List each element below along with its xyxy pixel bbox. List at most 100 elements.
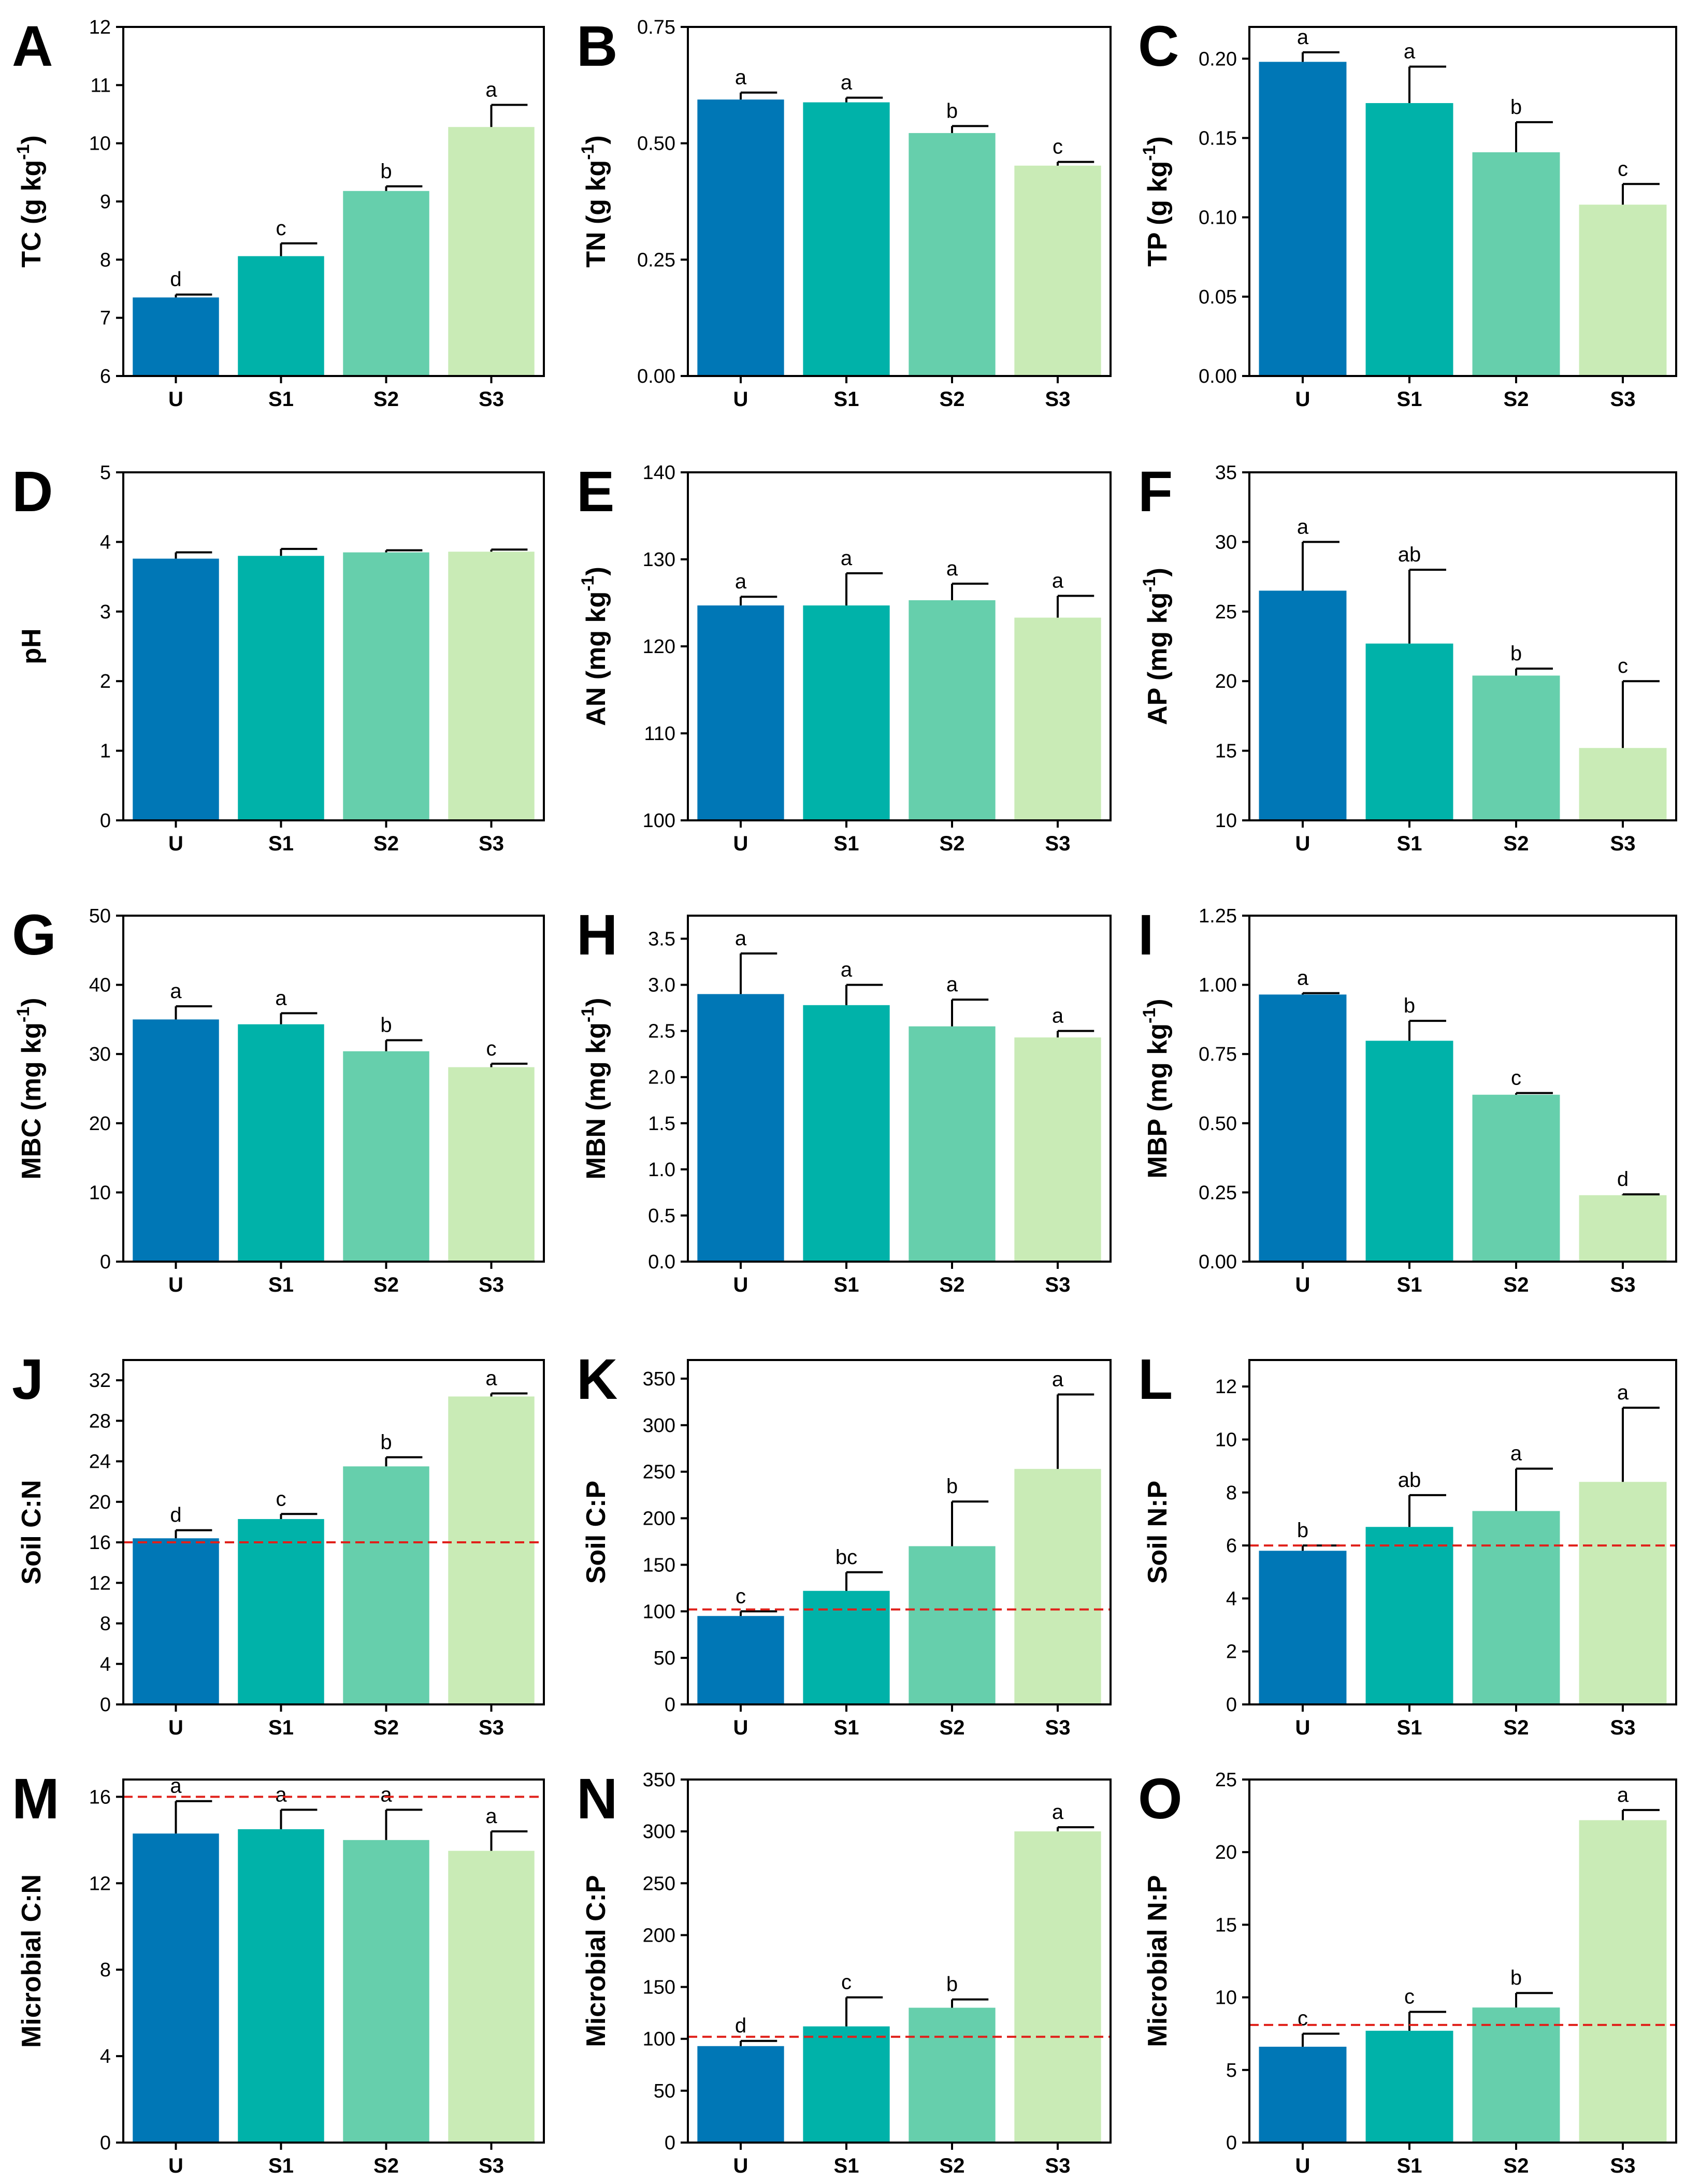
y-tick-label-F-0: 10 bbox=[1215, 810, 1237, 832]
y-tick-label-G-5: 50 bbox=[89, 905, 111, 927]
x-tick-label-B-U: U bbox=[733, 388, 748, 411]
panel-O: c Uc S1 b S2 a S3 0 5 10 15 20 25 Microbial N:P O bbox=[1138, 1767, 1677, 2177]
panel-L: b Uab S1 a S2 a S3 0 2 4 6 8 10 12 Soil N:P L bbox=[1138, 1348, 1677, 1739]
x-tick-label-C-S2: S2 bbox=[1504, 388, 1529, 411]
y-tick-label-J-8: 32 bbox=[89, 1370, 111, 1392]
x-tick-label-M-U: U bbox=[168, 2154, 183, 2177]
y-tick-label-G-4: 40 bbox=[89, 975, 111, 996]
error-bar-A-S3 bbox=[490, 104, 528, 127]
bar-A-S3 bbox=[448, 127, 535, 377]
error-bar-N-S3 bbox=[1057, 1826, 1094, 1832]
error-bar-L-S2 bbox=[1515, 1467, 1553, 1511]
bar-M-U bbox=[133, 1833, 219, 2143]
error-bar-K-S3 bbox=[1057, 1393, 1094, 1469]
bar-C-S1 bbox=[1365, 103, 1453, 376]
x-tick-label-J-U: U bbox=[168, 1716, 183, 1739]
y-tick-label-F-5: 35 bbox=[1215, 462, 1237, 484]
bar-I-S2 bbox=[1472, 1094, 1560, 1262]
error-bar-C-U bbox=[1302, 51, 1339, 62]
x-tick-label-H-S3: S3 bbox=[1045, 1274, 1071, 1296]
y-tick-label-D-2: 2 bbox=[100, 671, 111, 692]
y-tick-label-O-2: 10 bbox=[1215, 1987, 1237, 2009]
y-tick-label-B-3: 0.75 bbox=[637, 17, 675, 38]
y-axis-label-G: MBC (mg kg-1) bbox=[13, 998, 47, 1180]
y-axis-label-D: pH bbox=[17, 628, 47, 664]
error-bar-N-S2 bbox=[951, 1998, 989, 2008]
panel-G: a Ua S1 b S2 c S3 0 10 20 30 40 50 MBC (mg kg-1) G bbox=[12, 903, 545, 1296]
error-bar-D-U bbox=[175, 551, 212, 559]
sig-letter-K-U: c bbox=[736, 1585, 746, 1608]
y-tick-label-G-0: 0 bbox=[100, 1251, 111, 1273]
y-tick-label-L-0: 0 bbox=[1226, 1694, 1237, 1716]
x-tick-label-O-S3: S3 bbox=[1610, 2154, 1636, 2177]
y-axis-label-C: TP (g kg-1) bbox=[1140, 136, 1173, 267]
error-bar-M-S1 bbox=[280, 1809, 318, 1829]
panel-N: d Uc S1 b S2 a S3 0 50 100 150 200 250 300 350 Microbia… bbox=[577, 1767, 1112, 2177]
sig-letter-G-U: a bbox=[170, 980, 182, 1003]
x-tick-label-N-S1: S1 bbox=[834, 2154, 859, 2177]
sig-letter-F-U: a bbox=[1297, 515, 1309, 538]
bar-M-S2 bbox=[343, 1840, 429, 2143]
bar-D-S1 bbox=[238, 556, 324, 820]
x-tick-label-A-S1: S1 bbox=[268, 388, 294, 411]
y-tick-label-C-0: 0.00 bbox=[1199, 366, 1237, 387]
x-tick-label-K-S3: S3 bbox=[1045, 1716, 1071, 1739]
sig-letter-J-U: d bbox=[170, 1504, 181, 1527]
sig-letter-G-S2: b bbox=[380, 1014, 392, 1036]
x-tick-label-I-S2: S2 bbox=[1504, 1274, 1529, 1296]
axes-frame-N bbox=[687, 1778, 1112, 2144]
sig-letter-I-S1: b bbox=[1404, 994, 1415, 1017]
x-tick-label-A-U: U bbox=[168, 388, 183, 411]
error-bar-G-S2 bbox=[385, 1039, 423, 1051]
x-tick-label-J-S1: S1 bbox=[268, 1716, 294, 1739]
sig-letter-K-S1: bc bbox=[835, 1546, 857, 1569]
sig-letter-A-S2: b bbox=[380, 160, 392, 183]
panel-label-E: E bbox=[577, 460, 614, 524]
y-tick-label-H-1: 0.5 bbox=[648, 1205, 675, 1227]
axes-frame-G bbox=[122, 915, 545, 1263]
x-tick-label-B-S2: S2 bbox=[940, 388, 965, 411]
error-bar-A-S2 bbox=[385, 185, 423, 191]
sig-letter-C-S1: a bbox=[1404, 40, 1416, 63]
sig-letter-N-S1: c bbox=[841, 1971, 852, 1994]
error-bar-J-S1 bbox=[280, 1513, 318, 1520]
y-tick-label-I-1: 0.25 bbox=[1199, 1182, 1237, 1204]
bar-H-U bbox=[697, 994, 784, 1262]
y-tick-label-L-5: 10 bbox=[1215, 1429, 1237, 1451]
error-bar-J-S3 bbox=[490, 1392, 528, 1397]
error-bar-A-U bbox=[175, 293, 212, 298]
sig-letter-M-S1: a bbox=[275, 1783, 287, 1806]
x-tick-label-N-S2: S2 bbox=[940, 2154, 965, 2177]
bar-I-S1 bbox=[1365, 1040, 1453, 1262]
y-axis-label-F: AP (mg kg-1) bbox=[1140, 568, 1173, 725]
panel-label-J: J bbox=[12, 1348, 44, 1411]
bar-E-S1 bbox=[803, 605, 890, 820]
error-bar-O-U bbox=[1302, 2032, 1339, 2047]
error-bar-M-S2 bbox=[385, 1809, 423, 1840]
y-axis-label-K: Soil C:P bbox=[581, 1481, 611, 1584]
error-bar-O-S2 bbox=[1515, 1992, 1553, 2008]
bar-O-U bbox=[1259, 2046, 1347, 2143]
error-bar-L-S1 bbox=[1408, 1494, 1446, 1527]
x-tick-label-G-S3: S3 bbox=[479, 1274, 504, 1296]
y-tick-label-M-1: 4 bbox=[100, 2046, 111, 2067]
bar-J-S3 bbox=[448, 1396, 535, 1704]
error-bar-M-S3 bbox=[490, 1830, 528, 1851]
panel-label-D: D bbox=[12, 460, 53, 524]
y-tick-label-D-5: 5 bbox=[100, 462, 111, 484]
y-tick-label-K-5: 250 bbox=[643, 1462, 675, 1483]
error-bar-B-S1 bbox=[845, 96, 883, 103]
axes-frame-M bbox=[122, 1778, 545, 2144]
y-tick-label-I-2: 0.50 bbox=[1199, 1113, 1237, 1135]
y-tick-label-H-5: 2.5 bbox=[648, 1021, 675, 1043]
y-tick-label-G-1: 10 bbox=[89, 1182, 111, 1204]
y-tick-label-I-0: 0.00 bbox=[1199, 1251, 1237, 1273]
axes-frame-F bbox=[1248, 471, 1677, 821]
error-bar-E-U bbox=[740, 596, 777, 606]
y-tick-label-N-2: 100 bbox=[643, 2029, 675, 2050]
error-bar-M-U bbox=[175, 1800, 212, 1834]
y-tick-label-I-5: 1.25 bbox=[1199, 905, 1237, 927]
sig-letter-G-S1: a bbox=[275, 987, 287, 1009]
sig-letter-E-S3: a bbox=[1052, 570, 1064, 592]
x-tick-label-D-S2: S2 bbox=[373, 832, 399, 855]
